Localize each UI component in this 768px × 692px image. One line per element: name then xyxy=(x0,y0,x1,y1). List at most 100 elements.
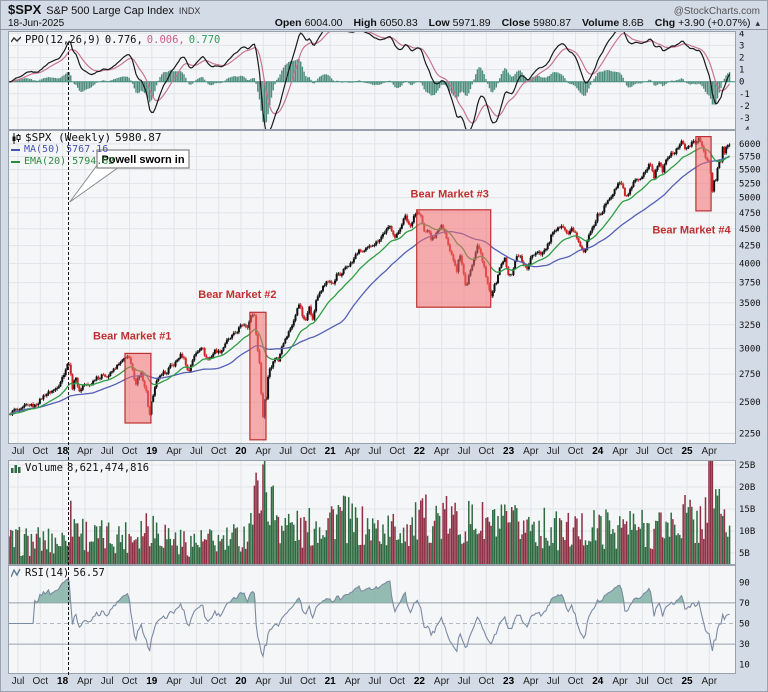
rsi-series xyxy=(9,578,730,659)
x-tick-label: Jul xyxy=(100,676,114,687)
x-tick-label: Oct xyxy=(478,446,495,457)
bear-market-label: Bear Market #3 xyxy=(411,189,489,201)
ma50-swatch xyxy=(11,149,20,151)
x-tick-label: 24 xyxy=(592,676,604,687)
x-tick-label: Apr xyxy=(433,676,450,687)
x-tick-label: Oct xyxy=(389,676,405,687)
x-tick-label: 18 xyxy=(57,676,69,687)
svg-text:3: 3 xyxy=(739,41,744,51)
svg-text:3250: 3250 xyxy=(739,321,761,331)
x-tick-label: Oct xyxy=(32,446,49,457)
price-panel: 6000 5750 5500 5250 5000 4750 4500 4250 4000 3750… xyxy=(0,130,768,444)
ppo-series xyxy=(8,32,735,129)
x-tick-label: Oct xyxy=(478,676,495,687)
svg-text:0: 0 xyxy=(739,78,744,88)
x-tick-label: 23 xyxy=(503,676,515,687)
volume-panel: 25B 20B 15B 10B 5B xyxy=(0,460,768,565)
bear-market-box xyxy=(249,311,267,441)
x-tick-label: Oct xyxy=(567,676,584,687)
svg-text:30: 30 xyxy=(739,640,750,650)
x-tick-label: Jul xyxy=(636,446,649,457)
x-axis-top: Jul Oct 18 Apr Jul Oct 19 Apr Jul Oct 20 Apr Jul Oct 2… xyxy=(0,444,768,460)
x-tick-label: 22 xyxy=(413,676,425,687)
x-tick-label: Oct xyxy=(300,676,316,687)
ppo-label: PPO(12,26,9) xyxy=(25,34,101,46)
svg-text:2500: 2500 xyxy=(739,398,761,408)
rsi-chart: 90 70 50 30 10 xyxy=(8,565,750,674)
x-tick-label: Apr xyxy=(255,676,272,687)
ppo-value-2: 0.006, xyxy=(146,34,185,46)
x-tick-label: Apr xyxy=(612,676,628,687)
ppo-legend: PPO(12,26,9) 0.776, 0.006, 0.770 xyxy=(11,34,220,46)
x-tick-label: Jul xyxy=(546,446,560,457)
x-tick-label: Jul xyxy=(368,446,382,457)
price-legend: $SPX (Weekly) 5980.87 MA(50) 5767.16 EMA… xyxy=(11,132,161,168)
rsi-series-label: RSI(14) xyxy=(25,567,70,579)
svg-text:6000: 6000 xyxy=(739,140,761,150)
svg-text:90: 90 xyxy=(739,578,750,588)
volume-bars-icon xyxy=(11,463,21,473)
x-tick-label: Apr xyxy=(523,676,539,687)
rsi-legend: RSI(14) 56.57 xyxy=(11,567,105,579)
x-tick-label: Apr xyxy=(523,446,539,457)
low-label: Low xyxy=(428,17,450,29)
rsi-overbought-fill xyxy=(9,579,730,603)
x-tick-label: Oct xyxy=(656,676,673,687)
exchange-tag: INDX xyxy=(178,6,201,16)
ohlc-quote-row: Open 6004.00 High 6050.83 Low 5971.89 Close… xyxy=(267,17,760,29)
bear-market-label: Bear Market #1 xyxy=(93,331,171,343)
svg-text:2750: 2750 xyxy=(739,370,761,380)
x-tick-label: Apr xyxy=(255,446,272,457)
candlestick-icon xyxy=(11,132,21,144)
x-tick-label: Jul xyxy=(11,676,25,687)
x-tick-label: Jul xyxy=(11,446,25,457)
svg-text:3000: 3000 xyxy=(739,344,761,354)
rsi-line xyxy=(9,578,730,659)
svg-text:4000: 4000 xyxy=(739,260,761,270)
x-tick-label: Jul xyxy=(457,676,471,687)
x-tick-label: Jul xyxy=(100,446,114,457)
rsi-line-icon xyxy=(11,568,21,578)
ema20-swatch xyxy=(11,161,20,163)
svg-text:-4: -4 xyxy=(739,126,750,130)
ma50-legend: MA(50) 5767.16 xyxy=(24,144,109,155)
x-tick-label: 21 xyxy=(324,446,336,457)
svg-text:5B: 5B xyxy=(739,549,750,559)
close-label: Close xyxy=(501,17,531,29)
ppo-panel: 4 3 2 1 0 -1 -2 -3 -4 xyxy=(0,31,768,130)
x-tick-label: Oct xyxy=(210,676,227,687)
bear-market-box xyxy=(416,209,492,308)
x-tick-label: Oct xyxy=(121,676,138,687)
x-tick-label: Jul xyxy=(368,676,382,687)
ppo-value-1: 0.776, xyxy=(104,34,143,46)
x-tick-label: Apr xyxy=(77,676,93,687)
chart-date: 18-Jun-2025 xyxy=(8,18,65,29)
chart-header: $SPX S&P 500 Large Cap Index INDX @Stock… xyxy=(0,0,768,30)
x-tick-label: 22 xyxy=(413,446,425,457)
x-tick-label: Apr xyxy=(344,676,361,687)
x-tick-label: 23 xyxy=(503,446,515,457)
ppo-value-3: 0.770 xyxy=(188,34,221,46)
x-tick-label: Oct xyxy=(300,446,316,457)
x-tick-label: Oct xyxy=(567,446,584,457)
svg-text:4750: 4750 xyxy=(739,209,761,219)
volume-total-value: 8,621,474,816 xyxy=(66,462,150,474)
x-axis-bottom: Jul Oct 18 Apr Jul Oct 19 Apr Jul Oct 20 Apr Jul Oct 2… xyxy=(0,674,768,692)
x-tick-label: 21 xyxy=(324,676,336,687)
svg-text:15B: 15B xyxy=(739,505,755,515)
x-tick-label: 25 xyxy=(681,446,693,457)
svg-text:10B: 10B xyxy=(739,527,755,537)
x-tick-label: 25 xyxy=(681,676,693,687)
symbol: $SPX xyxy=(8,2,42,17)
x-tick-label: Apr xyxy=(612,446,628,457)
index-name: S&P 500 Large Cap Index xyxy=(46,5,174,17)
svg-text:4500: 4500 xyxy=(739,225,761,235)
x-tick-label: Jul xyxy=(189,676,203,687)
chg-value: +3.90 (+0.07%) xyxy=(678,17,751,29)
svg-text:2250: 2250 xyxy=(739,429,761,439)
x-tick-label: Apr xyxy=(77,446,93,457)
bear-market-box xyxy=(695,135,712,212)
open-value: 6004.00 xyxy=(304,17,343,29)
svg-text:4250: 4250 xyxy=(739,242,761,252)
svg-text:10: 10 xyxy=(739,661,750,671)
